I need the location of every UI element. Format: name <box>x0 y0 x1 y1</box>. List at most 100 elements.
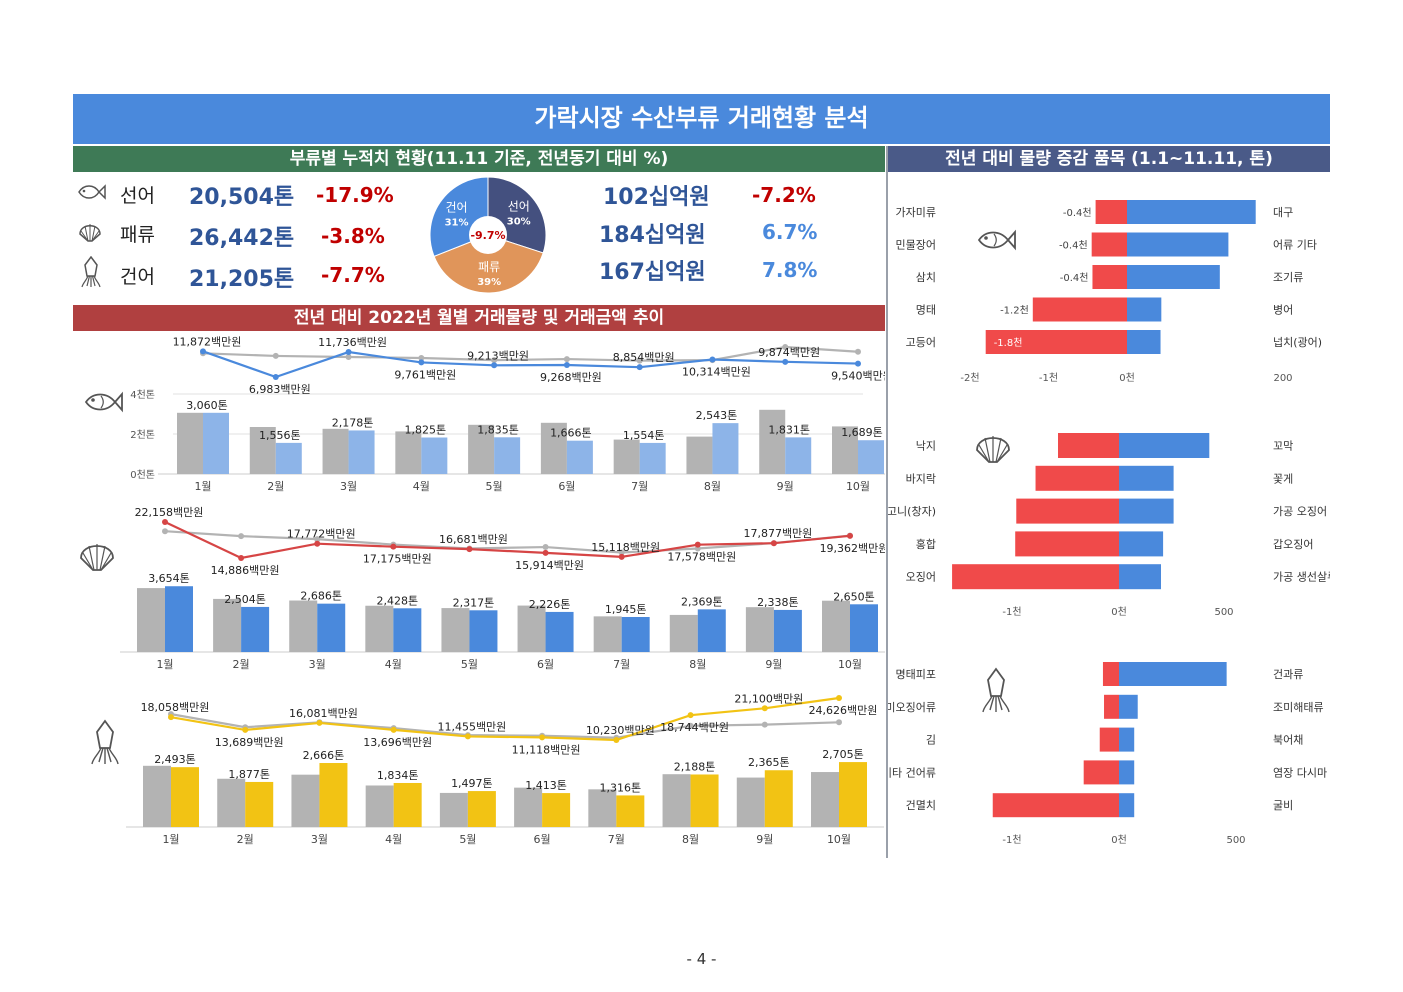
bar-prev-year <box>669 614 698 652</box>
x-tick-label: 2월 <box>233 658 250 671</box>
decrease-value-label: -1.8천 <box>994 337 1023 349</box>
bar-increase <box>1127 232 1229 257</box>
bar-decrease <box>1091 232 1127 257</box>
squid-monthly-chart: 2,493톤 1월 1,877톤 2월 2,666톤 3월 1,834톤 4월 1,497톤 5월… <box>91 692 884 846</box>
x-tick-label: 10월 <box>838 658 862 671</box>
decrease-item-label: 오징어 <box>906 571 936 584</box>
bar-current-year <box>319 763 348 827</box>
x-tick-label: 8월 <box>689 658 706 671</box>
bar-prev-year <box>137 588 165 652</box>
bar-prev-year <box>822 600 850 652</box>
pie-center-hole <box>469 216 507 254</box>
bar-decrease <box>1102 662 1119 686</box>
x-tick-label: 3월 <box>311 833 328 846</box>
bar-decrease <box>1099 727 1119 752</box>
increase-item-label: 건과류 <box>1273 668 1303 681</box>
decrease-item-label: 낙지 <box>916 440 936 453</box>
bar-prev-year <box>588 789 617 827</box>
items-header: 전년 대비 물량 증감 품목 (1.1~11.11, 톤) <box>888 146 1330 172</box>
bar-decrease <box>1035 465 1119 491</box>
x-tick-label: 2월 <box>237 833 254 846</box>
summary-amount-pct-paeryu: 6.7% <box>762 220 818 244</box>
summary-amount-seoneo: 102십억원 <box>603 185 710 210</box>
shell-icon <box>976 436 1010 463</box>
line-data-label: 9,761백만원 <box>394 368 456 381</box>
bar-prev-year <box>439 792 468 827</box>
bar-current-year <box>421 437 448 474</box>
bar-data-label: 2,178톤 <box>332 416 374 429</box>
bar-prev-year <box>593 616 622 652</box>
summary-volume-pct-paeryu: -3.8% <box>321 224 385 248</box>
line-series <box>170 696 840 742</box>
line-point <box>847 532 853 539</box>
bar-current-year <box>542 793 571 827</box>
line-data-label: 15,914백만원 <box>515 559 584 572</box>
bar-data-label: 1,554톤 <box>623 429 665 442</box>
line-point <box>563 356 570 363</box>
line-data-label: 9,213백만원 <box>467 349 529 362</box>
increase-item-label: 굴비 <box>1273 799 1293 812</box>
increase-item-label: 넙치(광어) <box>1273 336 1322 349</box>
x-tick-label: 5월 <box>461 658 478 671</box>
x-tick-label: 1월 <box>156 658 173 671</box>
line-point <box>238 533 245 540</box>
x-tick-label: 200 <box>1273 373 1292 384</box>
pie-label: 선어 <box>508 200 530 214</box>
bar-data-label: 2,493톤 <box>154 753 196 766</box>
line-point <box>390 726 397 733</box>
bar-data-label: 2,666톤 <box>303 749 345 762</box>
line-point <box>345 349 352 356</box>
line-point <box>836 695 842 701</box>
increase-item-label: 북어채 <box>1273 734 1303 747</box>
bar-decrease <box>1095 200 1127 224</box>
bar-prev-year <box>249 427 276 474</box>
bar-current-year <box>393 608 422 652</box>
x-tick-label: 0천 <box>1111 834 1127 846</box>
bar-current-year <box>712 423 739 474</box>
line-data-label: 11,736백만원 <box>318 336 387 349</box>
bar-increase <box>1119 793 1135 818</box>
line-point <box>200 348 206 355</box>
squid-icon <box>80 255 102 288</box>
pie-center-label: -9.7% <box>470 229 505 242</box>
increase-item-label: 조기류 <box>1273 271 1303 284</box>
bar-increase <box>1119 433 1210 458</box>
bar-current-year <box>469 610 498 652</box>
line-data-label: 6,983백만원 <box>249 383 311 396</box>
line-series <box>164 530 851 554</box>
x-tick-label: 9월 <box>765 658 782 671</box>
squid-icon <box>91 719 119 765</box>
share-pie-chart: 선어 30% 패류 39% 건어 31%-9.7% <box>429 176 547 294</box>
y-tick-label: 2천톤 <box>130 429 155 441</box>
bar-increase <box>1119 465 1174 491</box>
bar-decrease <box>1092 265 1127 289</box>
bar-increase <box>1119 564 1161 590</box>
bar-data-label: 2,705톤 <box>822 748 864 761</box>
summary-amount-paeryu: 184십억원 <box>599 223 706 248</box>
bar-data-label: 2,317톤 <box>453 596 495 609</box>
line-point <box>314 540 321 547</box>
line-data-label: 10,314백만원 <box>682 366 751 379</box>
bar-increase <box>1127 265 1220 289</box>
x-tick-label: 4월 <box>413 480 430 493</box>
bar-current-year <box>545 611 574 652</box>
bar-decrease <box>1016 498 1119 524</box>
line-point <box>687 712 694 719</box>
line-point <box>542 549 549 556</box>
line-series <box>202 345 859 362</box>
x-tick-label: 0천 <box>1111 606 1127 618</box>
line-data-label: 19,362백만원 <box>820 542 885 555</box>
summary-volume-paeryu: 26,442톤 <box>189 226 295 251</box>
line-data-label: 18,744백만원 <box>660 721 729 734</box>
summary-volume-pct-seoneo: -17.9% <box>316 183 394 207</box>
bar-current-year <box>171 767 199 827</box>
bar-decrease <box>1058 433 1119 458</box>
bar-prev-year <box>441 608 470 652</box>
increase-item-label: 병어 <box>1273 304 1293 317</box>
line-point <box>761 705 768 712</box>
line-point <box>709 356 716 363</box>
bar-current-year <box>494 437 521 474</box>
line-point <box>613 737 620 743</box>
decrease-item-label: 홍합 <box>916 537 936 551</box>
pie-value-label: 39% <box>477 277 501 288</box>
